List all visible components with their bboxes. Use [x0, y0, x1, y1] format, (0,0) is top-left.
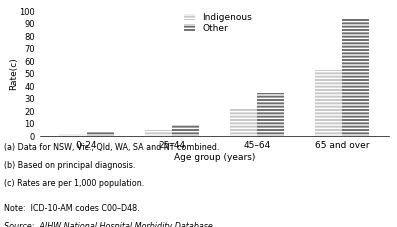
Bar [59, 134, 87, 136]
Text: (c) Rates are per 1,000 population.: (c) Rates are per 1,000 population. [4, 179, 144, 188]
Bar [257, 93, 284, 136]
Legend: Indigenous, Other: Indigenous, Other [184, 13, 252, 33]
X-axis label: Age group (years): Age group (years) [174, 153, 255, 162]
Text: Source:  AIHW National Hospital Morbidity Database: Source: AIHW National Hospital Morbidity… [4, 222, 213, 227]
Bar [87, 132, 114, 136]
Text: (a) Data for NSW, Vic., Qld, WA, SA and NT combined.: (a) Data for NSW, Vic., Qld, WA, SA and … [4, 143, 220, 152]
Text: (b) Based on principal diagnosis.: (b) Based on principal diagnosis. [4, 161, 135, 170]
Bar [145, 130, 172, 136]
Bar [172, 125, 199, 136]
Bar [342, 17, 370, 136]
Bar [230, 109, 257, 136]
Text: Note:  ICD-10-AM codes C00–D48.: Note: ICD-10-AM codes C00–D48. [4, 204, 140, 213]
Y-axis label: Rate(c): Rate(c) [9, 57, 18, 90]
Bar [315, 70, 342, 136]
